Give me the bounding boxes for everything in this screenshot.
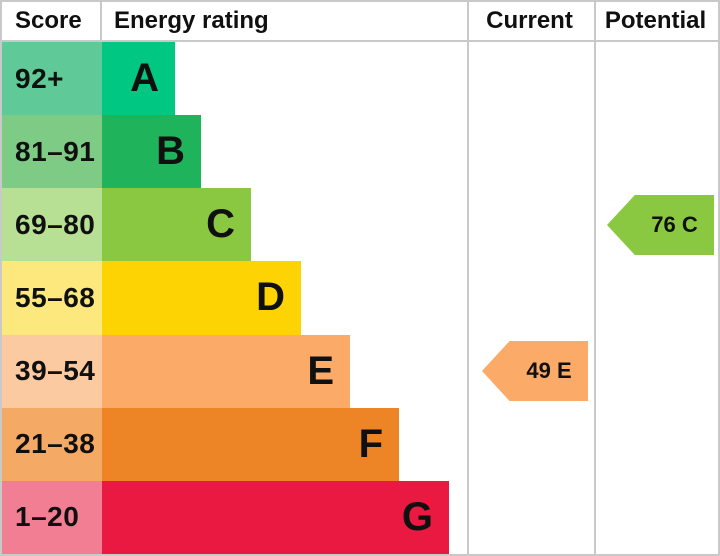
score-cell: 1–20 bbox=[2, 480, 102, 554]
score-cell: 81–91 bbox=[2, 115, 102, 189]
potential-column-divider bbox=[594, 2, 596, 554]
band-row-b: 81–91 B bbox=[2, 115, 718, 189]
band-row-c: 69–80 C bbox=[2, 188, 718, 262]
rating-bar: F bbox=[102, 407, 399, 481]
band-row-e: 39–54 E bbox=[2, 334, 718, 408]
rating-bar: D bbox=[102, 261, 301, 335]
band-row-g: 1–20 G bbox=[2, 480, 718, 554]
score-cell: 92+ bbox=[2, 42, 102, 116]
score-cell: 21–38 bbox=[2, 407, 102, 481]
energy-rating-column-header: Energy rating bbox=[114, 7, 269, 34]
potential-column-header: Potential bbox=[604, 7, 707, 34]
current-column-header: Current bbox=[486, 7, 573, 34]
band-row-f: 21–38 F bbox=[2, 407, 718, 481]
rating-bands: 92+ A 81–91 B 69–80 C 55–68 D 39–54 E 21… bbox=[2, 42, 718, 554]
rating-bar: C bbox=[102, 188, 251, 262]
score-cell: 39–54 bbox=[2, 334, 102, 408]
rating-bar: E bbox=[102, 334, 350, 408]
band-row-d: 55–68 D bbox=[2, 261, 718, 335]
rating-bar: A bbox=[102, 42, 175, 116]
score-cell: 69–80 bbox=[2, 188, 102, 262]
band-row-a: 92+ A bbox=[2, 42, 718, 116]
score-column-header: Score bbox=[2, 2, 102, 40]
rating-bar: B bbox=[102, 115, 201, 189]
rating-bar: G bbox=[102, 480, 449, 554]
current-column-divider bbox=[467, 2, 469, 554]
score-cell: 55–68 bbox=[2, 261, 102, 335]
chart-header: Score Energy rating Current Potential bbox=[2, 2, 718, 42]
